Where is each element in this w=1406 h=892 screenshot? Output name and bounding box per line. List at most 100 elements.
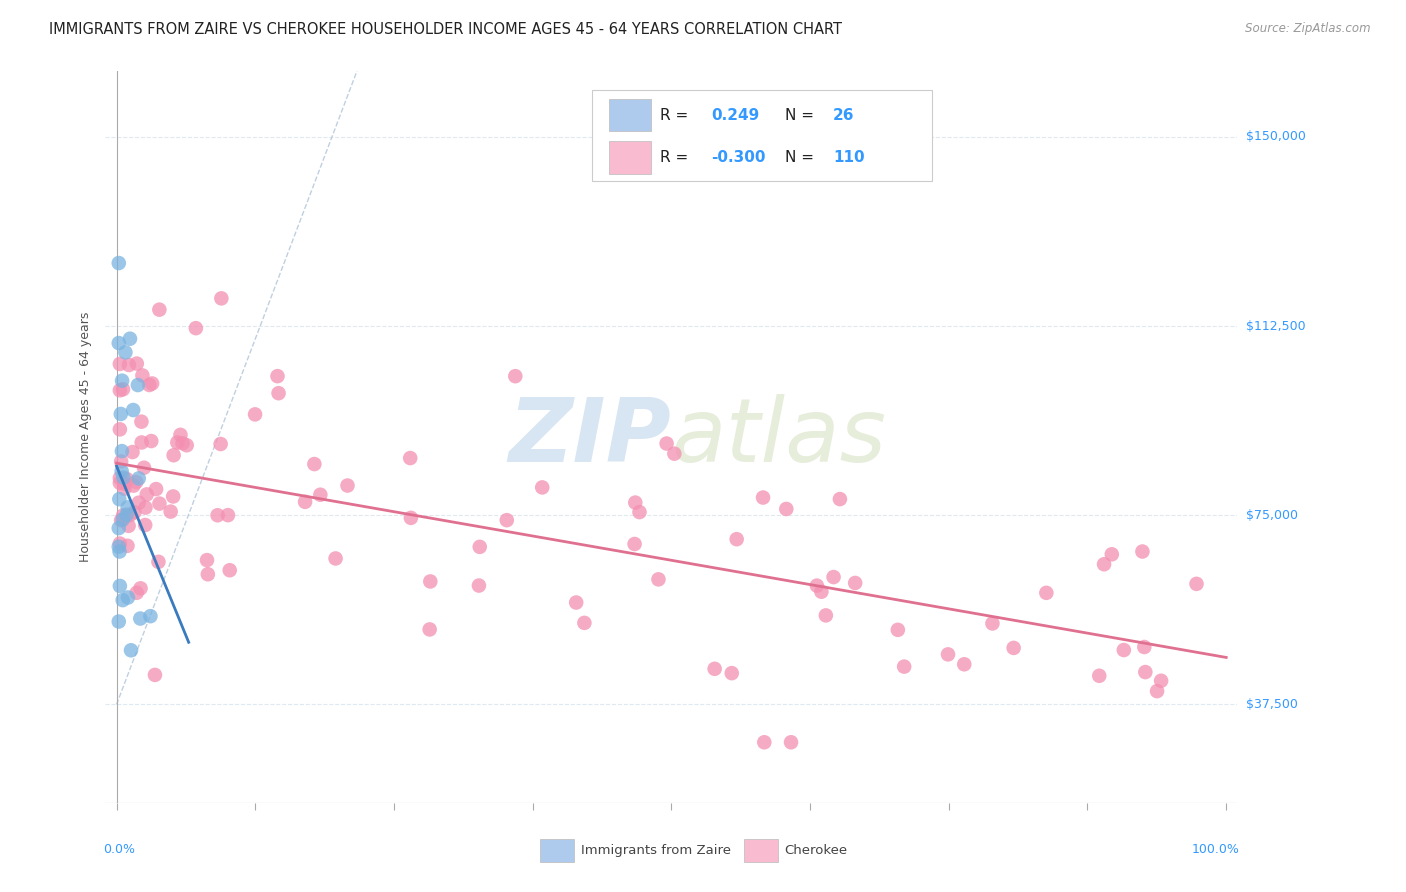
- Text: R =: R =: [659, 150, 693, 165]
- FancyBboxPatch shape: [609, 99, 651, 131]
- Point: [1002, 640, 1025, 655]
- Point: [131, 368, 153, 383]
- Point: [565, 595, 588, 609]
- Point: [217, 508, 239, 523]
- Point: [468, 540, 491, 554]
- Point: [1146, 684, 1168, 698]
- Point: [531, 480, 554, 494]
- Point: [118, 508, 141, 523]
- Point: [132, 460, 155, 475]
- Point: [115, 508, 138, 522]
- Point: [139, 609, 162, 624]
- Text: ZIP: ZIP: [509, 393, 672, 481]
- Point: [197, 567, 219, 582]
- Point: [1150, 673, 1173, 688]
- Point: [1035, 586, 1057, 600]
- Point: [1185, 577, 1208, 591]
- Point: [1133, 640, 1156, 654]
- Point: [325, 551, 347, 566]
- Point: [752, 491, 775, 505]
- FancyBboxPatch shape: [609, 141, 651, 174]
- Point: [114, 345, 136, 359]
- Point: [124, 505, 146, 519]
- Point: [243, 408, 266, 422]
- Point: [112, 470, 135, 484]
- Text: 0.249: 0.249: [711, 108, 759, 123]
- Point: [112, 508, 135, 523]
- Point: [624, 495, 647, 509]
- Text: $112,500: $112,500: [1246, 319, 1305, 333]
- Point: [131, 415, 153, 429]
- Point: [623, 537, 645, 551]
- Point: [129, 582, 152, 596]
- Point: [110, 407, 132, 421]
- Text: 100.0%: 100.0%: [1192, 843, 1240, 856]
- Point: [141, 376, 163, 391]
- Point: [107, 521, 129, 535]
- Point: [111, 464, 134, 478]
- Point: [195, 553, 218, 567]
- Point: [111, 593, 134, 607]
- Point: [122, 403, 145, 417]
- Point: [117, 519, 139, 533]
- Point: [780, 735, 803, 749]
- Point: [108, 579, 131, 593]
- Point: [135, 487, 157, 501]
- Text: 110: 110: [834, 150, 865, 165]
- Point: [108, 357, 131, 371]
- Point: [159, 505, 181, 519]
- Point: [399, 451, 422, 466]
- Point: [399, 511, 422, 525]
- Point: [754, 735, 776, 749]
- Point: [1101, 547, 1123, 561]
- Point: [166, 435, 188, 450]
- Point: [163, 448, 186, 462]
- Point: [117, 591, 139, 605]
- Point: [111, 382, 134, 396]
- Point: [108, 536, 131, 550]
- Point: [823, 570, 845, 584]
- Point: [207, 508, 229, 523]
- Point: [107, 336, 129, 351]
- Point: [128, 496, 150, 510]
- Point: [143, 668, 166, 682]
- Point: [1088, 669, 1111, 683]
- Point: [505, 369, 527, 384]
- Point: [122, 478, 145, 492]
- Point: [1135, 665, 1157, 679]
- Point: [107, 540, 129, 554]
- Point: [134, 500, 156, 515]
- Point: [111, 374, 134, 388]
- Point: [720, 666, 742, 681]
- Point: [117, 500, 139, 515]
- Text: IMMIGRANTS FROM ZAIRE VS CHEROKEE HOUSEHOLDER INCOME AGES 45 - 64 YEARS CORRELAT: IMMIGRANTS FROM ZAIRE VS CHEROKEE HOUSEH…: [49, 22, 842, 37]
- Point: [125, 357, 148, 371]
- Text: $150,000: $150,000: [1246, 130, 1306, 144]
- Text: $37,500: $37,500: [1246, 698, 1298, 711]
- Point: [148, 555, 170, 569]
- FancyBboxPatch shape: [592, 90, 932, 181]
- FancyBboxPatch shape: [744, 838, 778, 862]
- Point: [1112, 643, 1135, 657]
- Text: Cherokee: Cherokee: [785, 844, 848, 857]
- Point: [114, 482, 136, 496]
- Text: atlas: atlas: [672, 394, 886, 480]
- Point: [115, 472, 138, 486]
- Point: [267, 386, 290, 401]
- Point: [117, 539, 139, 553]
- Point: [125, 586, 148, 600]
- Point: [664, 447, 686, 461]
- Text: R =: R =: [659, 108, 693, 123]
- Point: [419, 623, 441, 637]
- Point: [107, 615, 129, 629]
- Point: [114, 476, 136, 491]
- Point: [148, 497, 170, 511]
- Point: [141, 434, 163, 448]
- Point: [218, 563, 240, 577]
- Point: [129, 611, 152, 625]
- Point: [108, 384, 131, 398]
- Text: -0.300: -0.300: [711, 150, 765, 165]
- Point: [936, 648, 959, 662]
- Point: [108, 544, 131, 558]
- Point: [495, 513, 517, 527]
